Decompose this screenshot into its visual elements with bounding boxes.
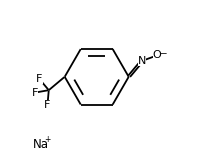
Text: F: F [31, 88, 38, 98]
Text: F: F [44, 100, 50, 109]
Text: N: N [137, 56, 145, 66]
Text: O: O [152, 50, 161, 60]
Text: F: F [36, 74, 42, 84]
Text: −: − [158, 48, 165, 57]
Text: +: + [44, 135, 50, 144]
Text: Na: Na [33, 137, 48, 151]
